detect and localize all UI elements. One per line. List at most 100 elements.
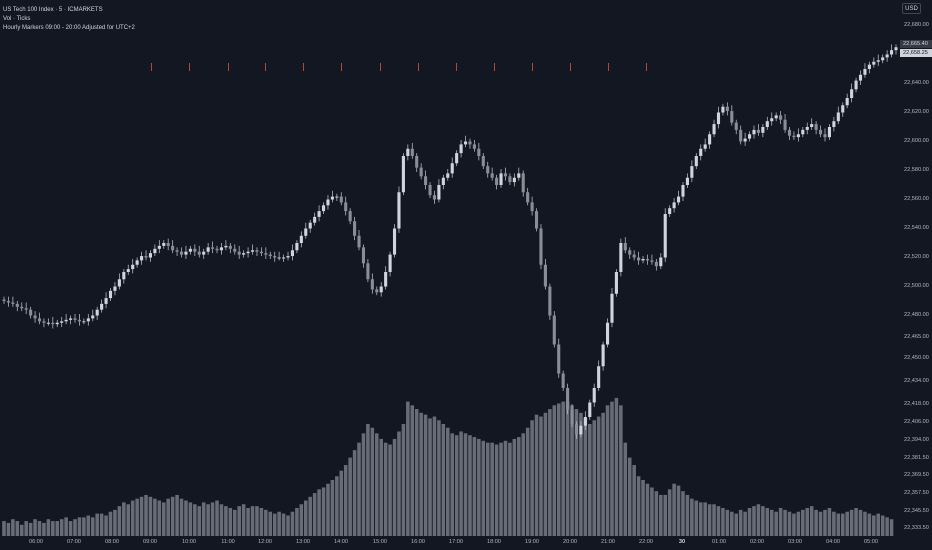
candle: [743, 132, 747, 146]
volume-indicator-label[interactable]: Vol · Ticks: [3, 16, 31, 22]
candle: [867, 61, 871, 74]
price-axis[interactable]: [900, 0, 932, 536]
volume-bar: [281, 513, 286, 536]
candle: [42, 318, 46, 328]
price-tick-label: 22,600.00: [904, 138, 929, 144]
candle: [499, 169, 503, 188]
candle: [69, 315, 73, 325]
currency-button[interactable]: USD: [902, 3, 921, 14]
volume-bar: [139, 496, 144, 536]
volume-bar: [86, 515, 91, 536]
price-tick-label: 22,620.00: [904, 109, 929, 115]
candle: [654, 258, 658, 271]
volume-bar: [774, 511, 778, 536]
volume-bar: [122, 502, 126, 536]
candle: [783, 113, 787, 133]
chart-area[interactable]: [0, 0, 900, 536]
time-tick-label: 15:00: [373, 539, 387, 545]
candle: [774, 112, 778, 122]
volume-bar: [596, 416, 601, 536]
candle: [792, 131, 796, 141]
candle: [424, 170, 428, 190]
candle: [703, 138, 707, 152]
candle: [335, 193, 339, 201]
volume-bar: [82, 517, 86, 536]
volume-bar: [494, 444, 499, 536]
volume-bar: [255, 506, 259, 536]
candle: [676, 190, 681, 206]
volume-bar: [694, 500, 699, 536]
candle: [397, 186, 401, 233]
volume-bar: [259, 508, 264, 536]
candle: [827, 124, 831, 141]
volume-bar: [601, 412, 605, 536]
candle: [708, 131, 712, 149]
volume-bar: [667, 489, 672, 536]
volume-bar: [219, 504, 224, 536]
volume-bar: [769, 509, 774, 536]
candle: [415, 153, 419, 172]
candle: [796, 128, 800, 142]
price-tick-label: 22,500.00: [904, 283, 929, 289]
volume-bar: [525, 427, 530, 536]
candle: [752, 125, 756, 139]
candle: [144, 250, 148, 261]
volume-bar: [410, 405, 415, 536]
candle: [446, 169, 450, 181]
candle: [632, 250, 636, 261]
volume-bar: [561, 401, 565, 536]
volume-bar: [224, 506, 228, 536]
volume-bar: [55, 521, 60, 536]
volume-bar: [548, 409, 552, 536]
candle: [215, 245, 219, 254]
volume-bar: [59, 519, 64, 536]
candle: [321, 202, 326, 214]
volume-bar: [499, 442, 503, 536]
candle: [770, 112, 774, 126]
candle: [184, 245, 188, 259]
last-price-label: 22,665.40: [900, 40, 932, 48]
volume-bar: [135, 498, 139, 536]
volume-bar: [388, 444, 392, 536]
candle: [339, 192, 343, 206]
volume-bar: [583, 418, 588, 536]
volume-bar: [481, 440, 486, 536]
hourly-marker: [570, 63, 571, 71]
volume-bar: [361, 433, 366, 536]
candle: [242, 250, 246, 258]
candle: [375, 286, 379, 296]
volume-bar: [783, 509, 787, 536]
volume-bar: [880, 515, 885, 536]
hourly-marker: [151, 63, 152, 71]
volume-bar: [201, 502, 206, 536]
candle: [623, 237, 627, 254]
candle: [370, 273, 374, 294]
price-tick-label: 22,394.00: [904, 437, 929, 443]
volume-bar: [232, 509, 237, 536]
candle: [51, 316, 55, 329]
volume-bar: [459, 431, 463, 536]
time-tick-label: 03:00: [788, 539, 802, 545]
candle: [286, 251, 290, 261]
volume-bar: [339, 470, 344, 536]
candle: [725, 102, 729, 116]
candle: [530, 196, 534, 216]
volume-bar: [144, 494, 148, 536]
symbol-title[interactable]: US Tech 100 Index · 5 · ICMARKETS: [3, 7, 103, 13]
volume-bar: [130, 500, 135, 536]
candle: [392, 224, 397, 258]
price-tick-label: 22,357.50: [904, 490, 929, 496]
candle: [250, 244, 255, 255]
volume-bar: [889, 519, 894, 536]
candle: [175, 247, 179, 257]
time-tick-label: 02:00: [750, 539, 764, 545]
volume-bar: [188, 502, 193, 536]
volume-bar: [379, 438, 383, 536]
hourly-markers-indicator-label[interactable]: Hourly Markers 09:00 - 20:00 Adjusted fo…: [3, 25, 135, 31]
candle: [153, 244, 157, 257]
candle: [432, 190, 437, 204]
volume-bar: [295, 508, 299, 536]
price-chart[interactable]: [0, 0, 900, 536]
volume-bar: [272, 513, 277, 536]
candle: [450, 157, 454, 178]
